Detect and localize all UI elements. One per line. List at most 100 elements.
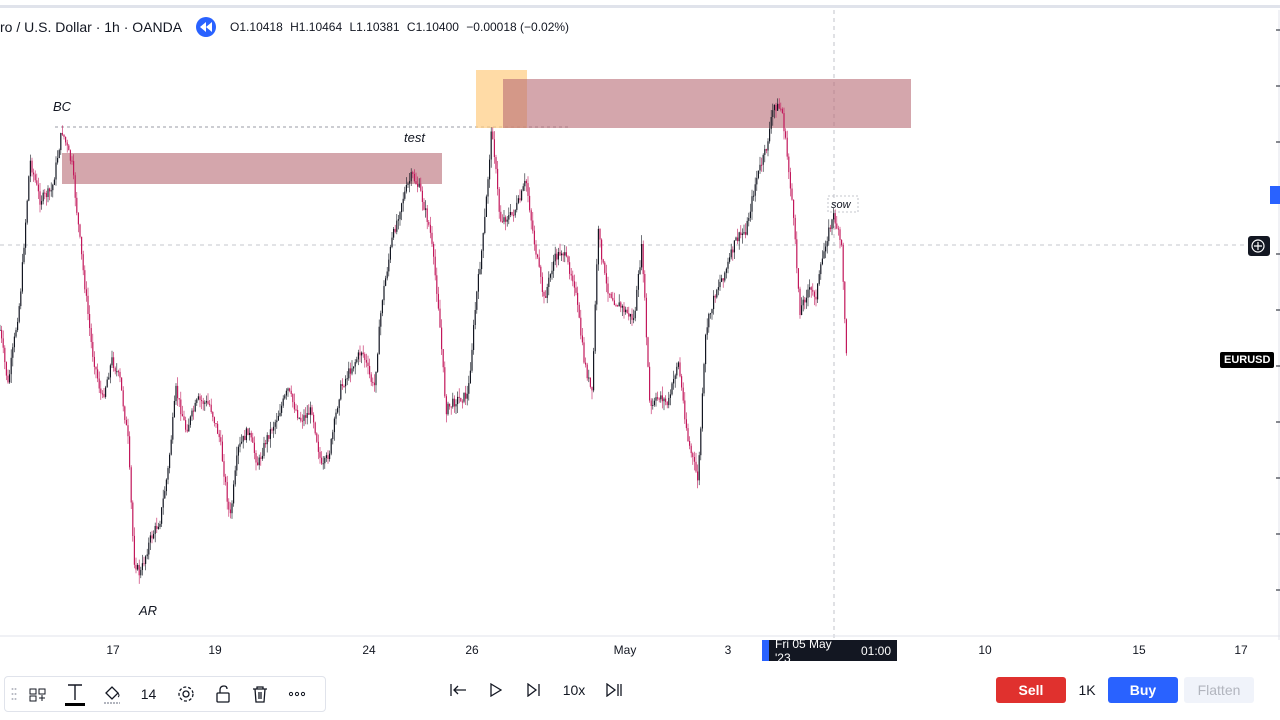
candle-body <box>711 309 713 314</box>
candle-body <box>661 395 663 402</box>
candle-body <box>204 402 206 404</box>
symbol-title[interactable]: ro / U.S. Dollar · 1h · OANDA <box>0 19 183 35</box>
candle-body <box>709 313 711 315</box>
candle-body <box>797 268 799 289</box>
candle-body <box>703 364 705 394</box>
candle-body <box>697 471 699 481</box>
candle-body <box>724 272 726 281</box>
candle-body <box>466 393 468 399</box>
candle-body <box>537 254 539 258</box>
candle-body <box>746 220 748 235</box>
ohlc-values: O1.10418 H1.10464 L1.10381 C1.10400 −0.0… <box>230 20 573 34</box>
candle-body <box>599 228 601 240</box>
candle-body <box>653 400 655 405</box>
candle-body <box>677 362 679 367</box>
candle-body <box>309 407 311 415</box>
candle-body <box>685 419 687 429</box>
candle-body <box>546 287 548 298</box>
candle-body <box>205 401 207 403</box>
high-value: H1.10464 <box>290 20 343 34</box>
candle-body <box>285 390 287 396</box>
candle-body <box>759 164 761 171</box>
candle-body <box>615 305 617 307</box>
drag-handle-icon[interactable] <box>9 684 19 704</box>
annotation-ar: AR <box>138 603 157 618</box>
candle-body <box>433 243 435 257</box>
candle-body <box>837 228 839 230</box>
candle-body <box>367 362 369 366</box>
more-button[interactable] <box>278 677 315 711</box>
candle-body <box>327 455 329 459</box>
sell-button[interactable]: Sell <box>996 677 1066 703</box>
candle-body <box>468 383 470 394</box>
candle-body <box>645 297 647 338</box>
candle-body <box>581 335 583 343</box>
candle-body <box>551 270 553 275</box>
candle-body <box>529 195 531 211</box>
candle-body <box>50 190 52 192</box>
candle-body <box>524 180 526 187</box>
candle-body <box>644 274 646 298</box>
candle-body <box>106 379 108 388</box>
delete-button[interactable] <box>241 677 278 711</box>
candle-body <box>804 299 806 303</box>
lock-button[interactable] <box>204 677 241 711</box>
font-size-button[interactable]: 14 <box>140 686 157 702</box>
text-color-button[interactable] <box>56 677 93 711</box>
fill-color-button[interactable] <box>93 677 130 711</box>
candle-body <box>621 306 623 308</box>
candle-body <box>93 356 95 367</box>
candle-body <box>407 183 409 185</box>
candle-body <box>679 362 681 377</box>
candle-body <box>178 398 180 400</box>
jump-to-start-button[interactable] <box>440 676 476 704</box>
candle-body <box>692 453 694 457</box>
candle-body <box>580 317 582 336</box>
candle-body <box>389 246 391 260</box>
low-value: L1.10381 <box>349 20 400 34</box>
candle-body <box>148 542 150 555</box>
templates-button[interactable] <box>19 677 56 711</box>
candle-body <box>402 198 404 204</box>
candle-body <box>34 174 36 181</box>
candle-body <box>498 189 500 212</box>
candle-body <box>730 249 732 258</box>
play-button[interactable] <box>478 676 514 704</box>
flatten-button[interactable]: Flatten <box>1184 677 1254 703</box>
candle-body <box>362 352 364 355</box>
candle-body <box>348 368 350 379</box>
replay-speed-button[interactable]: 10x <box>562 682 586 698</box>
candle-body <box>393 228 395 238</box>
candle-body <box>737 237 739 242</box>
candle-body <box>569 262 571 274</box>
crosshair-plus-button[interactable] <box>1248 236 1270 256</box>
candle-body <box>45 193 47 198</box>
jump-to-realtime-button[interactable] <box>596 676 632 704</box>
candle-body <box>743 232 745 234</box>
crosshair-time: 01:00 <box>860 643 891 658</box>
candle-body <box>572 275 574 282</box>
candle-body <box>319 451 321 458</box>
candle-body <box>596 264 598 305</box>
candle-body <box>463 392 465 402</box>
candle-body <box>681 376 683 388</box>
candle-body <box>332 432 334 440</box>
candle-body <box>637 274 639 290</box>
step-forward-button[interactable] <box>516 676 552 704</box>
candle-body <box>55 162 57 180</box>
candle-body <box>455 404 457 407</box>
candle-body <box>543 292 545 297</box>
candle-body <box>618 302 620 307</box>
candle-body <box>577 292 579 305</box>
candle-body <box>61 133 63 135</box>
candle-body <box>788 156 790 173</box>
candle-body <box>655 397 657 401</box>
replay-rewind-icon[interactable] <box>196 17 217 37</box>
buy-button[interactable]: Buy <box>1108 677 1178 703</box>
candle-body <box>359 352 361 356</box>
quantity-field[interactable]: 1K <box>1078 682 1096 698</box>
candle-body <box>167 468 169 480</box>
settings-button[interactable] <box>167 677 204 711</box>
candle-body <box>652 405 654 406</box>
